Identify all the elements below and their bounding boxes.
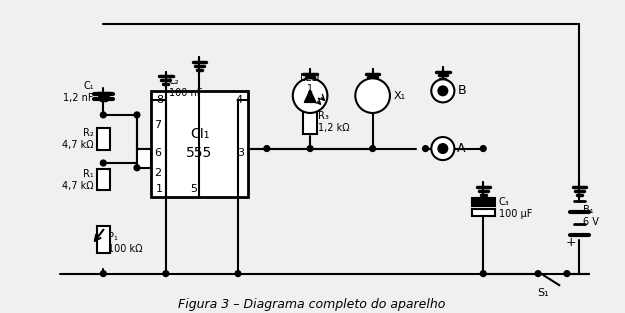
Circle shape — [438, 86, 448, 96]
Text: C₁
1,2 nF: C₁ 1,2 nF — [63, 81, 94, 103]
Circle shape — [101, 160, 106, 166]
Text: 8: 8 — [156, 95, 163, 105]
Circle shape — [431, 79, 454, 102]
Circle shape — [535, 271, 541, 276]
Text: 555: 555 — [186, 146, 213, 160]
Text: C₃
100 μF: C₃ 100 μF — [499, 198, 532, 219]
Bar — [472, 209, 495, 216]
Circle shape — [564, 271, 570, 276]
Bar — [96, 227, 110, 254]
Circle shape — [264, 146, 270, 151]
Circle shape — [101, 112, 106, 118]
Text: +: + — [566, 236, 576, 249]
Bar — [96, 128, 110, 150]
Circle shape — [370, 146, 376, 151]
Text: CI₁: CI₁ — [190, 127, 209, 141]
Text: Figura 3 – Diagrama completo do aparelho: Figura 3 – Diagrama completo do aparelho — [178, 298, 446, 310]
Text: 5: 5 — [190, 184, 197, 194]
Circle shape — [134, 112, 140, 118]
Text: 2: 2 — [154, 167, 161, 177]
Bar — [151, 91, 248, 197]
Text: X₁: X₁ — [394, 91, 406, 101]
Text: 3: 3 — [238, 148, 244, 158]
Circle shape — [134, 165, 140, 171]
Circle shape — [422, 146, 428, 151]
Text: 4: 4 — [236, 95, 242, 105]
Text: B₁
6 V: B₁ 6 V — [583, 205, 599, 227]
Text: R₂
4,7 kΩ: R₂ 4,7 kΩ — [62, 128, 94, 150]
Text: R₁
4,7 kΩ: R₁ 4,7 kΩ — [62, 169, 94, 191]
Circle shape — [101, 271, 106, 276]
Circle shape — [163, 271, 169, 276]
Text: 6: 6 — [154, 148, 161, 158]
Text: C₂
100 nF: C₂ 100 nF — [169, 76, 202, 98]
Circle shape — [438, 144, 448, 153]
Text: 7: 7 — [154, 120, 161, 130]
Bar — [137, 149, 151, 168]
Circle shape — [308, 146, 313, 151]
Circle shape — [481, 146, 486, 151]
Text: 1: 1 — [156, 184, 163, 194]
Polygon shape — [304, 90, 316, 102]
Circle shape — [431, 137, 454, 160]
Circle shape — [481, 271, 486, 276]
Bar — [96, 169, 110, 190]
Text: R₃
1,2 kΩ: R₃ 1,2 kΩ — [318, 111, 349, 133]
Circle shape — [292, 78, 328, 113]
Text: P₁
100 kΩ: P₁ 100 kΩ — [108, 232, 142, 254]
Circle shape — [355, 78, 390, 113]
Text: A: A — [458, 142, 466, 155]
Bar — [303, 110, 317, 134]
Bar — [472, 198, 495, 206]
Circle shape — [235, 271, 241, 276]
Text: B: B — [458, 84, 466, 97]
Text: S₁: S₁ — [537, 288, 549, 298]
Text: LED
1: LED 1 — [301, 73, 320, 94]
